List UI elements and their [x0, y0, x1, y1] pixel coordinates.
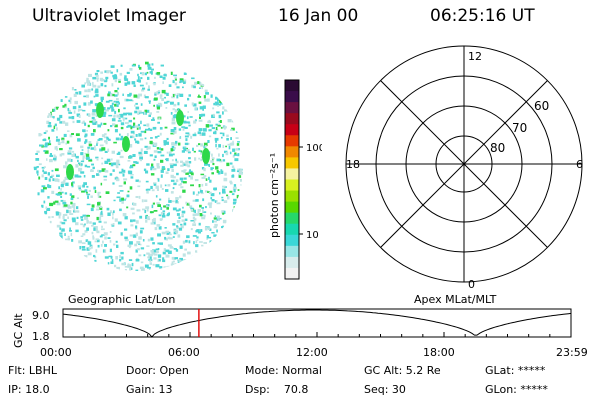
lat-label-70: 70 — [512, 121, 527, 135]
dsp-info: Dsp: 70.8 — [245, 383, 309, 396]
uv-image-disk — [33, 61, 243, 271]
colorbar: 100 10 photon cm⁻²s⁻¹ — [268, 79, 322, 280]
gc-alt-axis-label: GC Alt — [12, 313, 25, 348]
geographic-label: Geographic Lat/Lon — [68, 293, 176, 306]
gc-alt-info: GC Alt: 5.2 Re — [364, 364, 441, 377]
lat-label-80: 80 — [490, 141, 505, 155]
apex-label: Apex MLat/MLT — [414, 293, 497, 306]
seq-info: Seq: 30 — [364, 383, 406, 396]
time-label: 06:25:16 UT — [430, 6, 535, 26]
lat-label-60: 60 — [534, 99, 549, 113]
mlt-label-6: 6 — [576, 158, 583, 171]
y-tick-9: 9.0 — [32, 309, 50, 322]
colorbar-tick-10: 10 — [306, 230, 319, 241]
ip-info: IP: 18.0 — [8, 383, 50, 396]
gc-alt-timeline: GC Alt 9.0 1.8 00:00 06:00 12:00 18:00 2… — [12, 308, 588, 359]
x-tick-1200: 12:00 — [296, 346, 328, 359]
mlt-label-12: 12 — [468, 50, 482, 63]
mlt-label-0: 0 — [468, 278, 475, 289]
colorbar-tick-100: 100 — [306, 143, 322, 154]
date-label: 16 Jan 00 — [278, 6, 359, 26]
door-info: Door: Open — [126, 364, 189, 377]
x-tick-1800: 18:00 — [423, 346, 455, 359]
y-tick-1: 1.8 — [32, 330, 50, 343]
glat-info: GLat: ***** — [485, 364, 546, 377]
filter-info: Flt: LBHL — [8, 364, 57, 377]
mode-info: Mode: Normal — [245, 364, 322, 377]
polar-grid: 12 0 18 6 60 70 80 — [345, 45, 583, 289]
glon-info: GLon: ***** — [485, 383, 548, 396]
gain-info: Gain: 13 — [126, 383, 173, 396]
mlt-label-18: 18 — [346, 158, 360, 171]
x-tick-0000: 00:00 — [40, 346, 72, 359]
x-tick-0600: 06:00 — [168, 346, 200, 359]
instrument-title: Ultraviolet Imager — [32, 6, 186, 26]
colorbar-unit-label: photon cm⁻²s⁻¹ — [268, 153, 281, 238]
x-tick-2359: 23:59 — [556, 346, 588, 359]
